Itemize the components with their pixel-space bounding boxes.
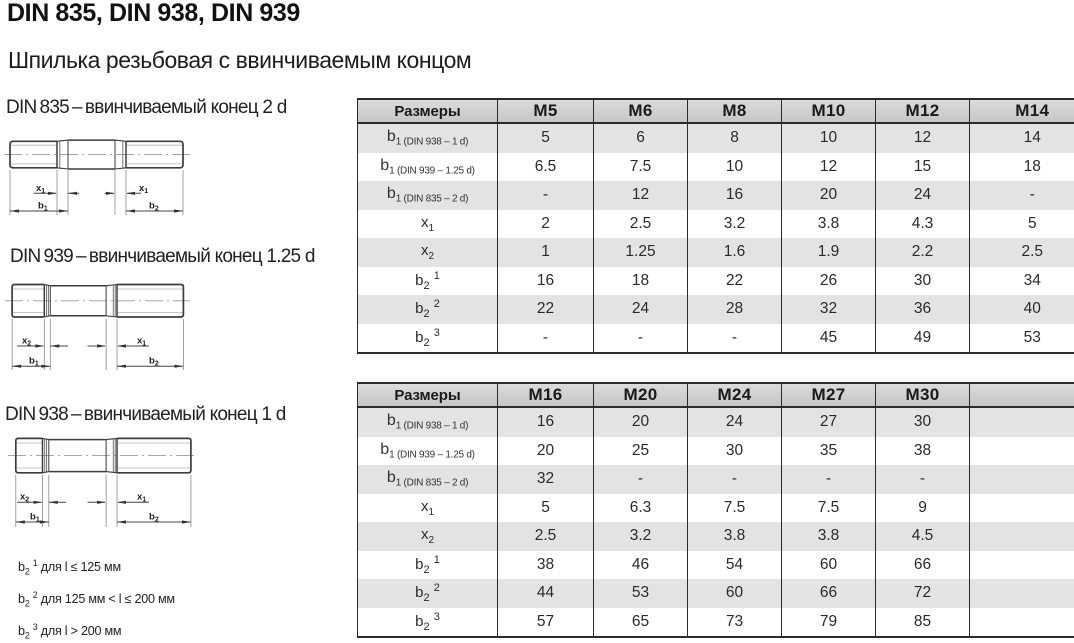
svg-text:x1: x1 <box>139 183 148 195</box>
svg-text:x1: x1 <box>137 492 146 504</box>
svg-text:x2: x2 <box>20 492 29 504</box>
svg-text:x2: x2 <box>22 336 31 348</box>
svg-text:b1: b1 <box>30 512 40 524</box>
svg-text:b2: b2 <box>149 512 159 524</box>
svg-text:x1: x1 <box>137 336 146 348</box>
svg-text:b2: b2 <box>149 201 159 213</box>
svg-text:b1: b1 <box>29 356 39 368</box>
svg-text:x1: x1 <box>36 183 45 195</box>
svg-text:b2: b2 <box>149 356 159 368</box>
svg-text:b1: b1 <box>38 201 48 213</box>
